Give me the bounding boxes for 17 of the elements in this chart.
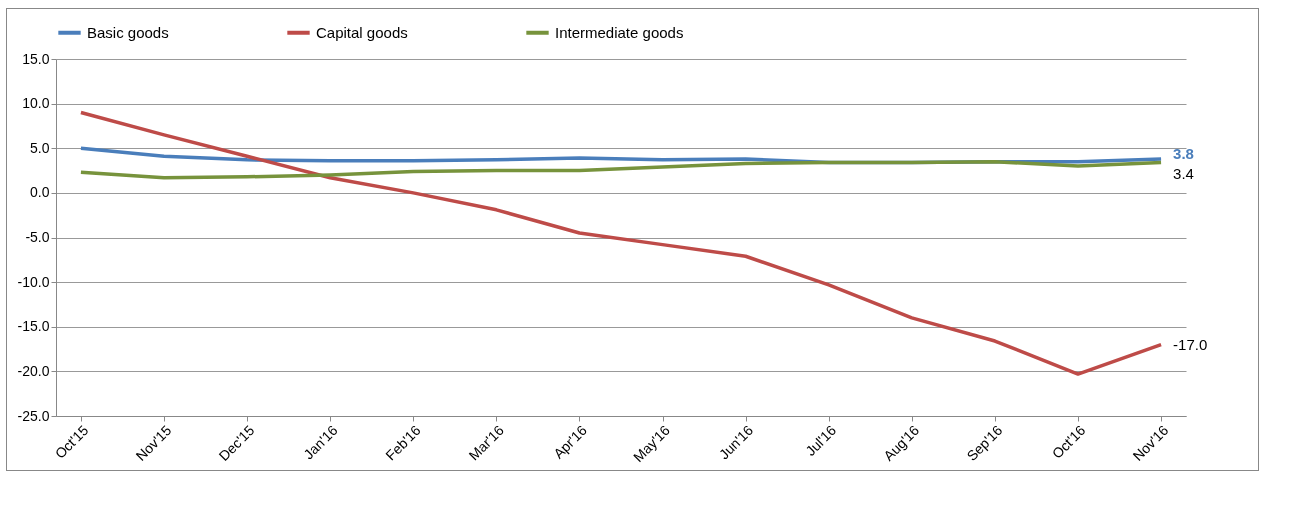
- annotation: 3.4: [1173, 164, 1194, 182]
- y-tick-label: 15.0: [22, 50, 50, 67]
- y-tick-label: -5.0: [25, 229, 50, 245]
- y-tick-label: -15.0: [17, 318, 50, 335]
- y-tick-label: 10.0: [22, 95, 50, 112]
- y-tick-label: -10.0: [17, 273, 50, 290]
- line-series: [79, 159, 1163, 180]
- y-tick-label: -20.0: [17, 362, 50, 379]
- annotation: 3.8: [1173, 144, 1194, 162]
- legend-label: Intermediate goods: [555, 23, 684, 41]
- line-series: [79, 110, 1163, 376]
- legend-label: Basic goods: [87, 23, 169, 41]
- y-tick-label: 0.0: [30, 184, 50, 201]
- y-tick-label: -25.0: [17, 407, 50, 424]
- y-tick-label: 5.0: [30, 139, 50, 156]
- legend-label: Capital goods: [316, 23, 408, 41]
- annotation: -17.0: [1173, 335, 1208, 353]
